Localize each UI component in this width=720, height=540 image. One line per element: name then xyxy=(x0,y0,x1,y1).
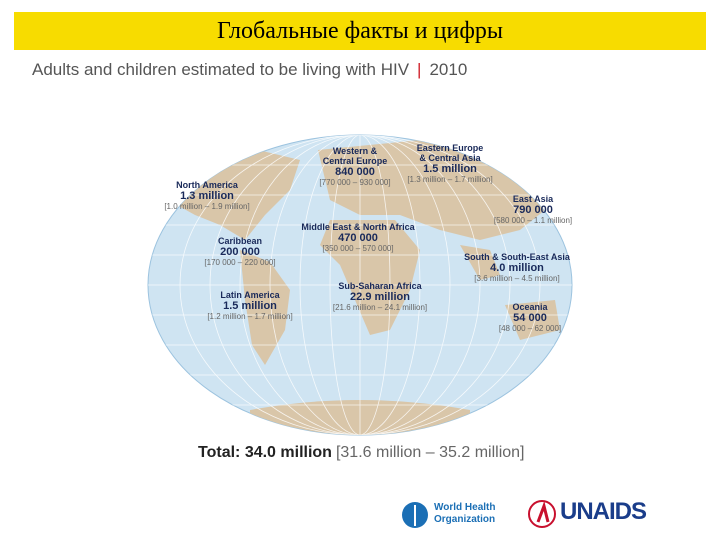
who-line: Organization xyxy=(434,514,496,525)
region-name: Sub-Saharan Africa xyxy=(338,281,422,291)
region-label: Middle East & North Africa 470 000 [350 00… xyxy=(301,222,414,254)
region-value: 1.3 million xyxy=(180,190,234,202)
total: Total: 34.0 million [31.6 million – 35.2 … xyxy=(198,444,525,462)
region-value: 200 000 xyxy=(220,246,260,258)
region-name: Middle East & North Africa xyxy=(301,222,415,232)
region-range: [3.6 million – 4.5 million] xyxy=(474,274,560,283)
region-label: East Asia 790 000 [580 000 – 1.1 million] xyxy=(494,194,572,226)
total-range: [31.6 million – 35.2 million] xyxy=(335,444,525,461)
region-label: Sub-Saharan Africa 22.9 million [21.6 mill… xyxy=(333,281,427,313)
who-logo: World Health Organization xyxy=(400,500,495,535)
who-emblem xyxy=(402,502,428,528)
region-name: Eastern Europe xyxy=(416,143,484,153)
region-name: Western & xyxy=(332,146,378,156)
region-value: 4.0 million xyxy=(490,262,544,274)
region-name: Latin America xyxy=(220,290,280,300)
total-value: 34.0 million xyxy=(244,444,332,461)
region-value: 790 000 xyxy=(513,204,553,216)
region-value: 470 000 xyxy=(338,232,378,244)
unaids-ribbon xyxy=(528,500,556,528)
region-name: North America xyxy=(176,180,238,190)
region-name: South & South-East Asia xyxy=(464,252,570,262)
who-text: World Health Organization xyxy=(434,502,495,526)
region-label: Latin America 1.5 million [1.2 million – 1… xyxy=(207,290,292,322)
subtitle-text: Adults and children estimated to be livi… xyxy=(32,60,410,79)
title: Глобальные факты и цифры xyxy=(216,18,504,44)
region-label: North America 1.3 million [1.0 million – 1… xyxy=(164,180,249,212)
region-name: Central Europe xyxy=(322,156,388,166)
separator: | xyxy=(417,60,422,79)
region-name: Caribbean xyxy=(217,236,262,246)
region-name: & Central Asia xyxy=(419,153,481,163)
region-range: [1.0 million – 1.9 million] xyxy=(164,202,250,211)
region-label: Western & Central Europe 840 000 [770 000 –… xyxy=(319,146,390,188)
region-range: [1.3 million – 1.7 million] xyxy=(407,175,493,184)
year: 2010 xyxy=(429,60,468,79)
header-bar: Глобальные факты и цифры xyxy=(14,12,706,50)
region-name: East Asia xyxy=(512,194,554,204)
region-range: [170 000 – 220 000] xyxy=(204,258,276,267)
subtitle: Adults and children estimated to be livi… xyxy=(32,60,467,80)
region-label: South & South-East Asia 4.0 million [3.6 m… xyxy=(464,252,570,284)
unaids-logo: UNAIDS xyxy=(560,498,647,525)
region-name: Oceania xyxy=(512,302,548,312)
region-range: [770 000 – 930 000] xyxy=(319,178,391,187)
region-label: Caribbean 200 000 [170 000 – 220 000] xyxy=(204,236,275,268)
region-range: [48 000 – 62 000] xyxy=(498,324,562,333)
region-value: 54 000 xyxy=(513,312,547,324)
region-label: Oceania 54 000 [48 000 – 62 000] xyxy=(499,302,561,334)
region-value: 840 000 xyxy=(335,166,375,178)
region-range: [1.2 million – 1.7 million] xyxy=(207,312,293,321)
who-line: World Health xyxy=(434,502,496,513)
region-label: Eastern Europe & Central Asia 1.5 million[… xyxy=(407,143,492,185)
graticule xyxy=(148,135,572,435)
region-value: 1.5 million xyxy=(223,300,277,312)
total-label: Total: xyxy=(198,444,241,461)
region-range: [350 000 – 570 000] xyxy=(322,244,394,253)
region-range: [21.6 million – 24.1 million] xyxy=(332,303,428,312)
region-value: 22.9 million xyxy=(350,291,410,303)
region-range: [580 000 – 1.1 million] xyxy=(493,216,573,225)
region-value: 1.5 million xyxy=(423,163,477,175)
